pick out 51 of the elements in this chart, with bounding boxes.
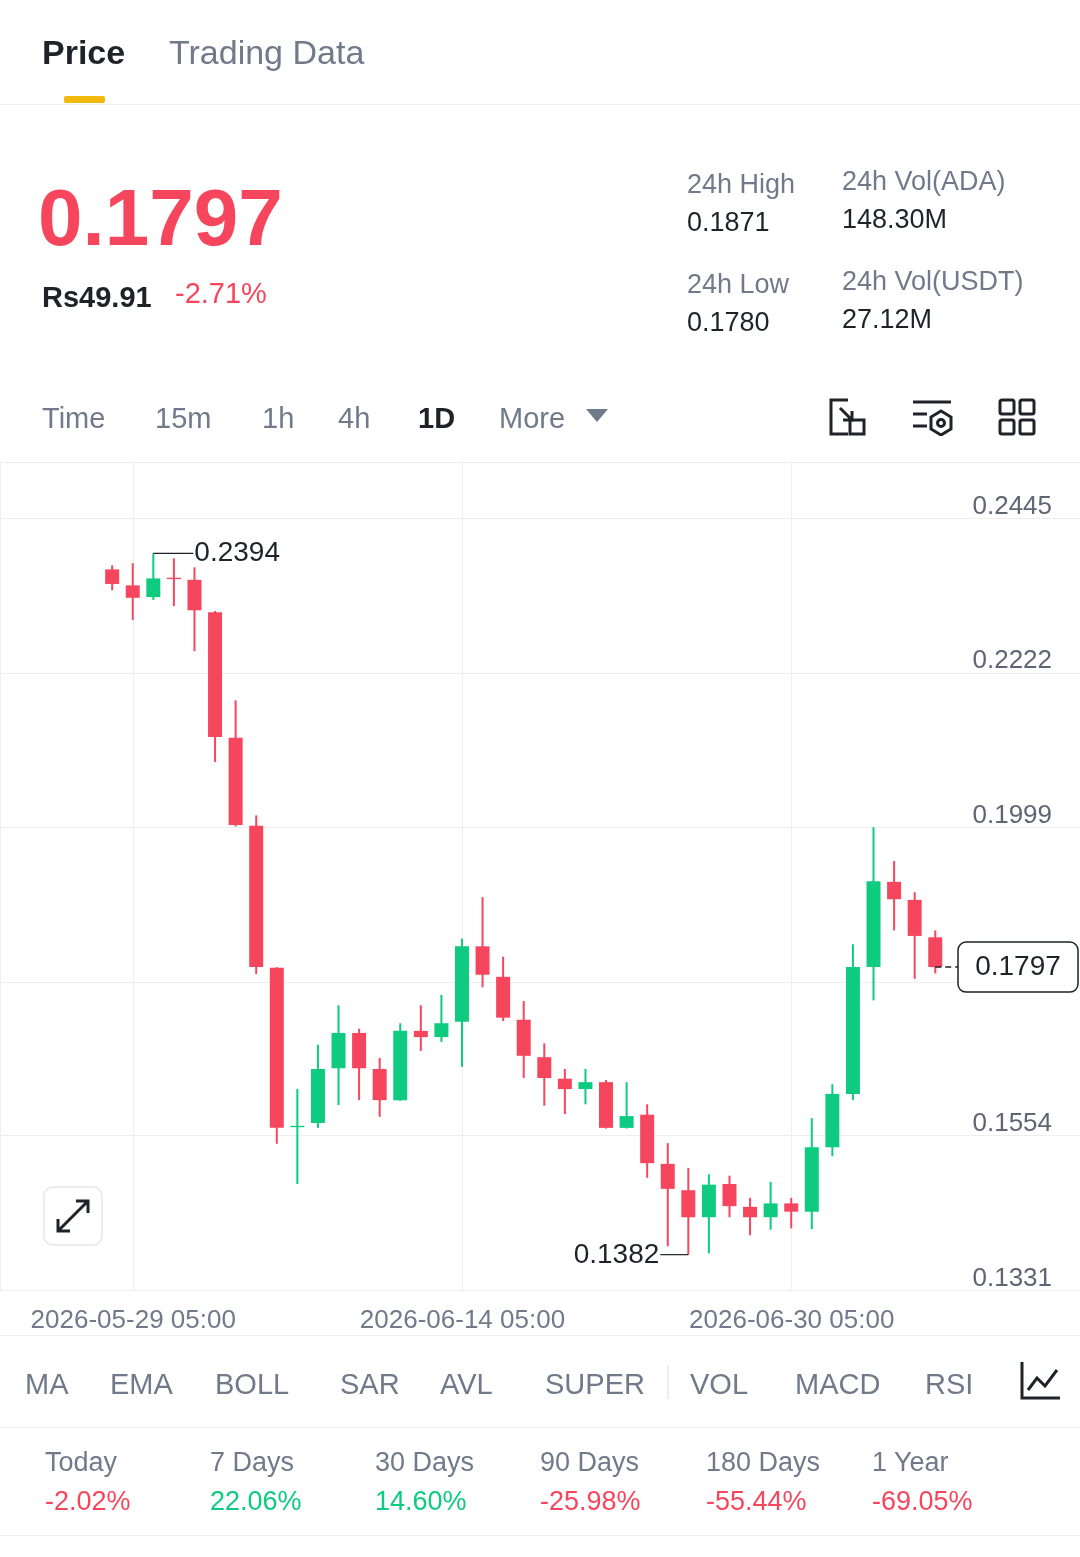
- text: 1D: [418, 402, 456, 434]
- text: VOL: [690, 1368, 749, 1400]
- text: Price: [42, 33, 126, 71]
- text: MACD: [795, 1368, 881, 1400]
- text: Time: [42, 402, 106, 434]
- text: 180 Days: [706, 1447, 821, 1477]
- y-tick-label: 0.2222: [972, 644, 1053, 675]
- text: Trading Data: [169, 33, 365, 71]
- text: 7 Days: [210, 1447, 295, 1477]
- y-tick-label: 0.1999: [972, 798, 1053, 829]
- text: 90 Days: [540, 1447, 640, 1477]
- text: 0.1797: [38, 173, 283, 262]
- text: 30 Days: [375, 1447, 475, 1477]
- annotation: 0.1382: [573, 1237, 660, 1269]
- text: 1 Year: [872, 1447, 949, 1477]
- text: RSI: [925, 1368, 974, 1400]
- y-tick-label: 0.2445: [972, 489, 1053, 520]
- text: -25.98%: [540, 1486, 641, 1516]
- text: 22.06%: [210, 1486, 302, 1516]
- text: -2.02%: [45, 1486, 131, 1516]
- text: 24h Low: [687, 269, 790, 299]
- text: MA: [25, 1368, 69, 1400]
- x-tick-label: 2026-05-29 05:00: [30, 1303, 236, 1334]
- text: 24h Vol(ADA): [842, 166, 1006, 196]
- text: Today: [45, 1447, 118, 1477]
- text: -2.71%: [175, 277, 267, 309]
- x-tick-label: 2026-06-14 05:00: [359, 1303, 566, 1334]
- text: 27.12M: [842, 304, 933, 334]
- text: 0.1780: [687, 307, 770, 337]
- text: -55.44%: [706, 1486, 807, 1516]
- ref-line-label: 0.1797: [975, 950, 1061, 982]
- annotation: 0.2394: [194, 536, 280, 568]
- text: 24h Vol(USDT): [842, 266, 1024, 296]
- text: 24h High: [687, 169, 796, 199]
- y-tick-label: 0.1331: [972, 1261, 1053, 1292]
- y-tick-label: 0.1554: [972, 1106, 1053, 1137]
- text: AVL: [440, 1368, 493, 1400]
- text: 0.1871: [687, 207, 770, 237]
- x-tick-label: 2026-06-30 05:00: [689, 1303, 895, 1334]
- text: -69.05%: [872, 1486, 973, 1516]
- text: 1h: [262, 402, 295, 434]
- text: EMA: [110, 1368, 173, 1400]
- text: 14.60%: [375, 1486, 467, 1516]
- text: 148.30M: [842, 204, 948, 234]
- text: Rs49.91: [42, 281, 152, 313]
- text: SAR: [340, 1368, 400, 1400]
- text: 15m: [155, 402, 212, 434]
- text: BOLL: [215, 1368, 290, 1400]
- text: 4h: [338, 402, 371, 434]
- text: More: [499, 402, 566, 434]
- text: SUPER: [545, 1368, 645, 1400]
